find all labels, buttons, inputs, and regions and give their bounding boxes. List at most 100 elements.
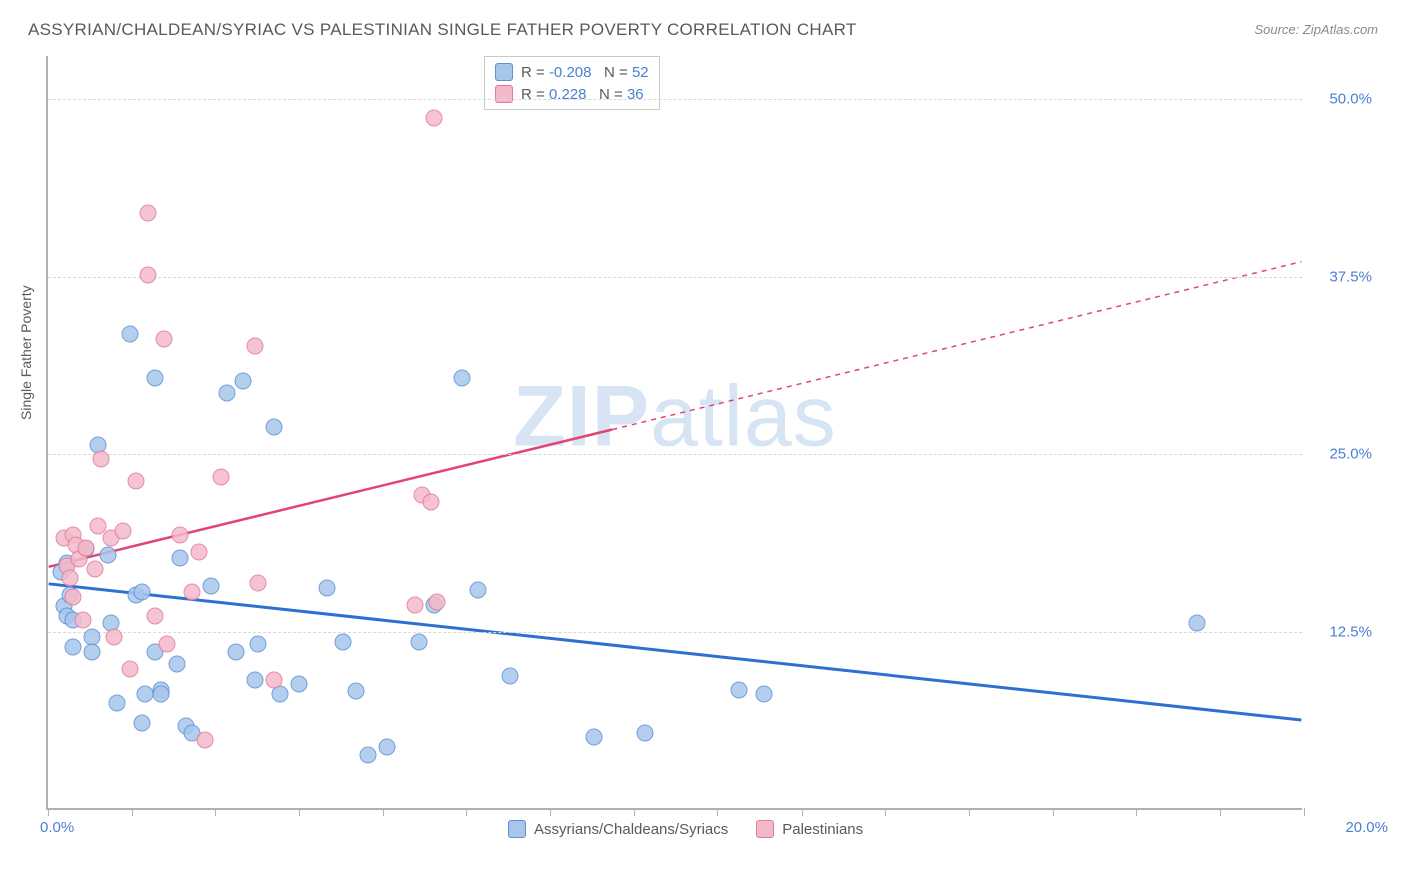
scatter-point-palestinian [115, 522, 132, 539]
stats-row-palestinian: R = 0.228 N = 36 [495, 83, 649, 105]
gridline-horizontal [48, 632, 1302, 633]
x-tick [132, 808, 133, 816]
x-tick [215, 808, 216, 816]
legend-label-palestinian: Palestinians [782, 821, 863, 838]
x-tick [717, 808, 718, 816]
scatter-point-palestinian [77, 539, 94, 556]
gridline-horizontal [48, 99, 1302, 100]
y-tick-label: 37.5% [1329, 268, 1372, 285]
scatter-point-assyrian [319, 579, 336, 596]
scatter-point-assyrian [99, 546, 116, 563]
scatter-point-palestinian [105, 629, 122, 646]
x-tick [550, 808, 551, 816]
watermark-rest: atlas [650, 368, 837, 464]
scatter-point-assyrian [636, 724, 653, 741]
scatter-point-assyrian [730, 681, 747, 698]
scatter-point-assyrian [335, 633, 352, 650]
scatter-point-palestinian [184, 583, 201, 600]
legend-item-assyrian: Assyrians/Chaldeans/Syriacs [508, 820, 728, 838]
scatter-point-assyrian [137, 686, 154, 703]
scatter-point-assyrian [171, 549, 188, 566]
stats-row-assyrian: R = -0.208 N = 52 [495, 61, 649, 83]
source-label: Source: ZipAtlas.com [1254, 22, 1378, 37]
scatter-point-palestinian [190, 543, 207, 560]
scatter-point-palestinian [197, 731, 214, 748]
swatch-assyrian [495, 63, 513, 81]
x-tick [299, 808, 300, 816]
x-tick [466, 808, 467, 816]
chart-container: ASSYRIAN/CHALDEAN/SYRIAC VS PALESTINIAN … [0, 0, 1406, 892]
legend-item-palestinian: Palestinians [756, 820, 863, 838]
x-tick-label-min: 0.0% [40, 819, 74, 836]
x-tick [1136, 808, 1137, 816]
scatter-point-assyrian [379, 738, 396, 755]
scatter-point-assyrian [347, 683, 364, 700]
scatter-point-assyrian [291, 676, 308, 693]
scatter-point-assyrian [247, 671, 264, 688]
x-tick [969, 808, 970, 816]
scatter-point-assyrian [1189, 615, 1206, 632]
scatter-point-palestinian [140, 205, 157, 222]
x-tick [1220, 808, 1221, 816]
scatter-point-assyrian [470, 582, 487, 599]
chart-title: ASSYRIAN/CHALDEAN/SYRIAC VS PALESTINIAN … [28, 20, 857, 40]
scatter-point-palestinian [247, 337, 264, 354]
x-tick [1304, 808, 1305, 816]
scatter-point-assyrian [228, 643, 245, 660]
x-tick [383, 808, 384, 816]
scatter-point-assyrian [410, 633, 427, 650]
scatter-point-assyrian [755, 686, 772, 703]
scatter-point-palestinian [429, 593, 446, 610]
legend-swatch-palestinian [756, 820, 774, 838]
stats-text: R = 0.228 N = 36 [521, 86, 644, 103]
scatter-point-palestinian [74, 612, 91, 629]
trend-line-dashed-palestinian [612, 262, 1301, 430]
legend-swatch-assyrian [508, 820, 526, 838]
x-tick-label-max: 20.0% [1345, 819, 1388, 836]
x-tick [802, 808, 803, 816]
scatter-point-palestinian [407, 596, 424, 613]
scatter-point-assyrian [121, 326, 138, 343]
scatter-point-palestinian [87, 561, 104, 578]
scatter-point-assyrian [586, 728, 603, 745]
scatter-point-palestinian [65, 589, 82, 606]
scatter-point-palestinian [423, 494, 440, 511]
scatter-point-palestinian [266, 671, 283, 688]
watermark-bold: ZIP [513, 368, 650, 464]
scatter-point-palestinian [93, 451, 110, 468]
x-tick [48, 808, 49, 816]
watermark: ZIPatlas [513, 367, 836, 466]
scatter-point-assyrian [203, 578, 220, 595]
scatter-point-palestinian [159, 636, 176, 653]
scatter-point-assyrian [360, 747, 377, 764]
scatter-point-assyrian [109, 694, 126, 711]
scatter-point-palestinian [171, 526, 188, 543]
scatter-point-palestinian [127, 472, 144, 489]
stats-legend-box: R = -0.208 N = 52 R = 0.228 N = 36 [484, 56, 660, 110]
scatter-point-assyrian [218, 384, 235, 401]
scatter-point-palestinian [250, 575, 267, 592]
scatter-point-assyrian [501, 667, 518, 684]
legend-label-assyrian: Assyrians/Chaldeans/Syriacs [534, 821, 728, 838]
scatter-point-assyrian [266, 418, 283, 435]
scatter-point-palestinian [426, 110, 443, 127]
x-tick [1053, 808, 1054, 816]
scatter-point-palestinian [61, 569, 78, 586]
series-legend: Assyrians/Chaldeans/Syriacs Palestinians [508, 820, 863, 838]
y-axis-label: Single Father Poverty [18, 285, 34, 420]
scatter-point-assyrian [454, 370, 471, 387]
y-tick-label: 50.0% [1329, 90, 1372, 107]
scatter-point-assyrian [146, 370, 163, 387]
scatter-point-palestinian [212, 468, 229, 485]
scatter-point-assyrian [134, 714, 151, 731]
scatter-point-palestinian [121, 660, 138, 677]
y-tick-label: 12.5% [1329, 624, 1372, 641]
trend-lines-svg [48, 56, 1302, 808]
scatter-point-palestinian [146, 607, 163, 624]
x-tick [634, 808, 635, 816]
scatter-point-assyrian [250, 636, 267, 653]
scatter-point-assyrian [83, 643, 100, 660]
gridline-horizontal [48, 277, 1302, 278]
trend-line-palestinian [49, 430, 613, 567]
gridline-horizontal [48, 454, 1302, 455]
